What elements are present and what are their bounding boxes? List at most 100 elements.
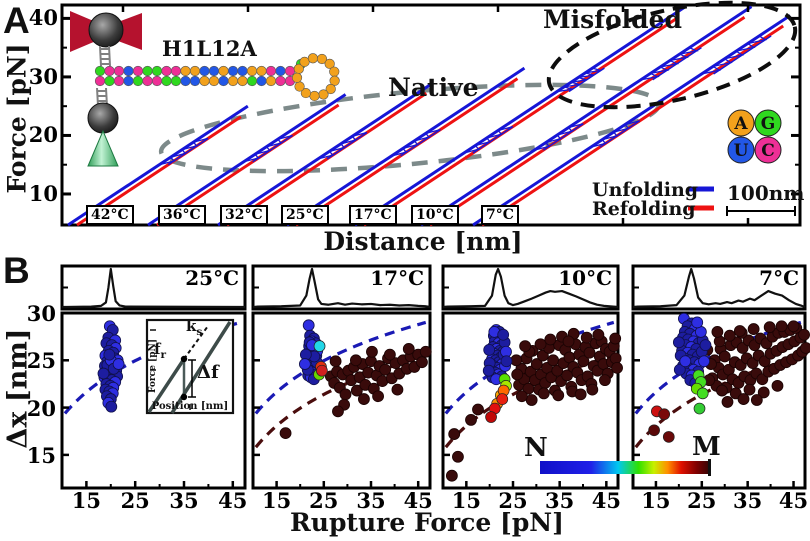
nt-bead <box>189 65 201 77</box>
intermediate-point <box>658 408 671 421</box>
nt-bead <box>237 75 248 87</box>
histogram-curve <box>252 267 431 309</box>
nt-bead <box>256 75 267 87</box>
nt-bead <box>132 75 144 87</box>
nt-bead <box>161 75 172 87</box>
nt-bead <box>132 65 144 77</box>
native-annotation: Native <box>388 73 479 102</box>
native-point <box>483 343 496 356</box>
nt-bead <box>218 65 229 77</box>
bead-bottom <box>87 102 119 134</box>
misfolded-point <box>592 328 605 341</box>
misfolded-point <box>547 354 560 367</box>
misfolded-point <box>577 355 590 368</box>
nucleotide-C-letter: C <box>761 141 775 161</box>
rip-branch <box>167 137 209 166</box>
misfolded-point <box>534 338 547 351</box>
misfolded-point <box>445 469 458 482</box>
misfolded-point <box>733 325 746 337</box>
nt-bead <box>142 65 153 77</box>
native-point <box>299 358 311 370</box>
nt-bead <box>94 75 106 87</box>
y-tick-label: 25 <box>26 348 56 374</box>
misfolded-point <box>721 396 734 408</box>
misfolded-point <box>757 386 770 399</box>
misfolded-point <box>599 374 611 387</box>
nt-bead <box>123 75 134 87</box>
misfolded-point <box>419 345 432 358</box>
panel-a-letter: A <box>3 0 30 41</box>
temp-label-box: 36°C <box>158 205 206 225</box>
nt-bead <box>104 75 115 87</box>
rip-branch <box>652 47 702 81</box>
misfolded-point <box>747 323 760 335</box>
x-tick-label: 25 <box>498 488 528 513</box>
nt-bead-loop <box>300 87 311 99</box>
native-point <box>105 400 118 413</box>
nucleotide-A-letter: A <box>733 114 748 134</box>
scalebar-label: 100nm <box>727 181 805 205</box>
misfolded-point <box>562 335 575 348</box>
temp-label-box: 42°C <box>86 205 134 225</box>
native-fit-curve <box>254 320 427 415</box>
x-tick-label: 15 <box>641 488 671 513</box>
nt-bead <box>170 75 182 87</box>
histogram-curve <box>442 267 619 309</box>
misfolded-point <box>402 343 415 355</box>
micropipette-cone <box>87 129 119 167</box>
x-tick-label: 45 <box>591 488 621 513</box>
misfolded-point <box>574 388 587 401</box>
nt-bead <box>94 65 106 77</box>
rip-zigzag <box>463 126 513 154</box>
panel-a-ytick-label: 40 <box>28 5 58 31</box>
misfolded-point <box>358 393 370 405</box>
histogram-frame <box>251 264 432 311</box>
unfolding-trace <box>286 66 526 227</box>
nt-bead-loop <box>325 83 336 95</box>
unfolding-trace <box>420 5 753 227</box>
nt-bead <box>256 65 267 77</box>
x-tick-label: 35 <box>545 488 575 513</box>
nucleotide-G-badge <box>754 109 782 137</box>
inset-fr-label: fr <box>154 340 166 361</box>
x-tick-label: 15 <box>451 488 481 513</box>
nt-bead <box>142 75 153 87</box>
misfolded-point <box>743 383 756 396</box>
nucleotide-U-badge <box>727 136 755 164</box>
x-tick-label: 15 <box>261 488 292 513</box>
inset-pull-trace <box>147 358 186 413</box>
misfolded-point <box>465 413 477 426</box>
intermediate-point <box>693 402 706 415</box>
misfolded-point <box>552 389 565 402</box>
misfolded-point <box>349 354 362 367</box>
colorbar <box>540 461 710 474</box>
rip-zigzag <box>317 131 368 160</box>
misfolded-point <box>771 379 784 392</box>
misfolded-point <box>339 388 352 401</box>
nt-bead <box>265 75 277 87</box>
panel-a-xlabel: Distance [nm] <box>323 227 523 256</box>
nucleotide-G-letter: G <box>761 114 776 134</box>
native-point <box>497 328 510 341</box>
temp-label-box: 7°C <box>481 205 519 225</box>
nt-bead <box>123 65 134 77</box>
misfolded-point <box>379 363 392 376</box>
x-tick-label: 25 <box>309 488 339 513</box>
subplot-temp-label: 17°C <box>370 266 424 290</box>
misfolded-point <box>750 394 763 406</box>
colorbar-misfolded-label: M <box>692 432 721 462</box>
rip-zigzag <box>534 123 584 151</box>
nt-bead-loop <box>291 72 303 83</box>
unfolding-trace <box>354 5 687 227</box>
misfolded-point <box>580 331 593 344</box>
misfolded-point <box>737 393 750 405</box>
rip-branch <box>252 134 293 163</box>
nt-bead-loop <box>329 75 340 86</box>
misfolded-point <box>510 354 523 367</box>
x-tick-label: 25 <box>687 488 717 513</box>
rip-zigzag <box>243 134 293 163</box>
x-tick-label: 35 <box>356 488 386 513</box>
nt-bead-loop <box>294 81 305 92</box>
rip-branch <box>713 35 772 75</box>
x-tick-label: 15 <box>71 488 101 513</box>
